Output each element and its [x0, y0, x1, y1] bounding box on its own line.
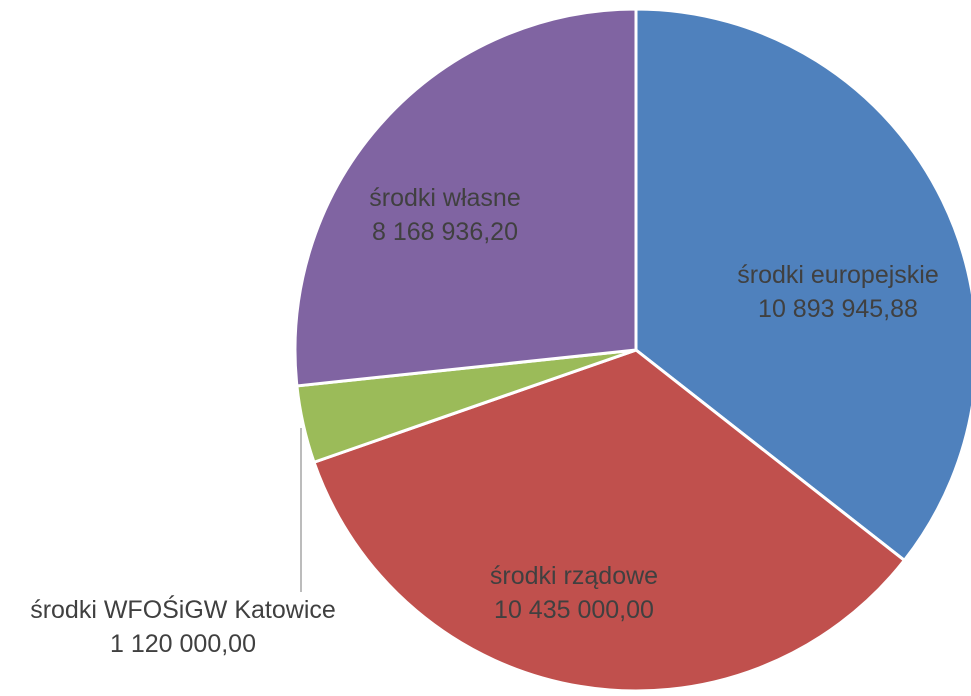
data-label-srodki-rzadowe: środki rządowe 10 435 000,00 [490, 562, 658, 624]
pie-slice-srodki-rzadowe [312, 348, 906, 693]
pie-data-labels: środki europejskie 10 893 945,88 środki rz… [30, 184, 939, 658]
pie-slice-srodki-europejskie [634, 7, 971, 562]
data-label-srodki-wfosigw-katowice: środki WFOŚiGW Katowice 1 120 000,00 [30, 594, 336, 658]
slice-label-name: środki rządowe [490, 562, 658, 590]
pie-slices [293, 7, 971, 693]
data-label-srodki-wlasne: środki własne 8 168 936,20 [369, 184, 520, 246]
slice-label-name: środki europejskie [737, 261, 939, 289]
slice-label-value: 1 120 000,00 [110, 630, 256, 658]
data-label-srodki-europejskie: środki europejskie 10 893 945,88 [737, 261, 939, 323]
slice-label-value: 8 168 936,20 [372, 218, 518, 246]
slice-label-value: 10 893 945,88 [758, 295, 918, 323]
slice-label-name: środki własne [369, 184, 520, 212]
pie-slice-srodki-wlasne [293, 7, 638, 388]
slice-label-name: środki WFOŚiGW Katowice [30, 594, 336, 624]
slice-label-value: 10 435 000,00 [494, 596, 654, 624]
